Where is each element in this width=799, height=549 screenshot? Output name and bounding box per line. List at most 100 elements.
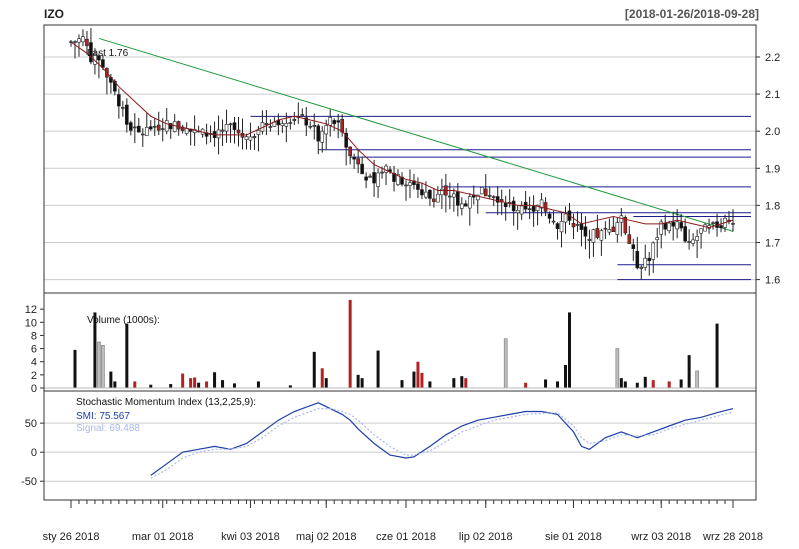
volume-bar [149, 384, 153, 388]
volume-bar [205, 381, 209, 388]
candle-body [312, 125, 317, 127]
candle-body [515, 210, 520, 214]
candle-body [332, 120, 337, 125]
candle-body [651, 242, 656, 260]
candle-body [420, 189, 424, 196]
candle-body [352, 156, 356, 160]
trendline [98, 37, 734, 232]
candle-body [623, 216, 628, 234]
candle-body [711, 222, 715, 225]
candle-body [380, 171, 384, 174]
trendline-layer [98, 37, 734, 232]
candle-body [655, 237, 660, 241]
x-tick-label: sie 01 2018 [545, 531, 602, 543]
volume-bar [715, 323, 719, 388]
candle-body [236, 129, 241, 134]
price-tick-label: 1.8 [765, 200, 780, 212]
candle-body [316, 125, 321, 142]
volume-bar [193, 377, 197, 388]
price-tick-label: 1.9 [765, 163, 780, 175]
candle-body [671, 221, 675, 227]
candle-body [475, 194, 480, 201]
volume-bar [197, 382, 201, 388]
volume-bar [695, 370, 699, 389]
volume-bar [221, 380, 225, 388]
volume-bar [376, 350, 380, 388]
candle-body [719, 225, 723, 229]
candle-body [376, 172, 380, 187]
candle-body [133, 126, 137, 129]
candle-body [639, 266, 644, 269]
candle-body [599, 230, 604, 241]
x-tick-label: wrz 28 2018 [702, 531, 763, 543]
candle-body [440, 188, 444, 196]
candle-body [679, 222, 683, 229]
last-price-label: Last 1.76 [87, 48, 129, 59]
x-tick-label: maj 02 2018 [296, 531, 357, 543]
candle-body [228, 123, 233, 126]
volume-tick-label: 12 [25, 304, 37, 316]
candle-body [304, 117, 309, 126]
candle-body [647, 257, 652, 262]
volume-tick-label: 8 [31, 330, 37, 342]
candle-body [176, 121, 181, 130]
candle-body [535, 204, 540, 211]
date-range-label: [2018-01-26/2018-09-28] [624, 7, 759, 21]
candle-body [320, 130, 325, 143]
volume-bar [101, 344, 105, 389]
candle-body [460, 203, 464, 209]
candle-body [575, 224, 580, 226]
volume-bar [73, 349, 77, 388]
candle-body [511, 200, 516, 212]
candle-body [340, 118, 344, 133]
candle-body [571, 222, 576, 228]
x-tick-label: sty 26 2018 [43, 531, 100, 543]
candle-body [101, 59, 105, 68]
candle-body [432, 198, 436, 202]
candle-body [300, 114, 305, 116]
candle-body [667, 222, 671, 232]
candle-body [360, 163, 364, 175]
candle-body [244, 136, 249, 141]
candle-body [216, 129, 221, 139]
volume-bar [635, 382, 639, 388]
candle-body [364, 176, 368, 181]
candle-body [144, 126, 149, 137]
candle-body [627, 234, 632, 244]
smi-tick-label: -50 [21, 476, 37, 488]
candle-body [531, 206, 536, 212]
candle-body [635, 250, 640, 269]
volume-bar [181, 373, 185, 388]
volume-bar [169, 384, 173, 388]
candle-body [595, 228, 600, 238]
candle-body [256, 130, 261, 135]
candle-body [416, 183, 420, 190]
volume-label: Volume (1000s): [87, 315, 160, 326]
moving-average-layer [70, 41, 734, 229]
volume-bar [97, 341, 101, 389]
candle-body [683, 226, 687, 242]
volume-bar [567, 312, 571, 388]
volume-bar [233, 383, 237, 388]
candle-body [495, 196, 500, 203]
volume-bar [687, 355, 691, 388]
candle-body [563, 213, 568, 223]
candle-body [555, 223, 560, 230]
volume-bar [93, 312, 97, 388]
volume-bar [320, 368, 324, 388]
candle-body [336, 120, 340, 123]
candle-body [583, 226, 588, 237]
volume-tick-label: 0 [31, 383, 37, 395]
x-tick-label: mar 01 2018 [132, 531, 194, 543]
candle-body [81, 36, 85, 43]
candle-body [121, 107, 125, 109]
candle-body [252, 136, 257, 139]
price-tick-label: 2.2 [765, 52, 780, 64]
price-tick-label: 1.6 [765, 275, 780, 287]
x-tick-label: lip 02 2018 [459, 531, 513, 543]
volume-bar [615, 348, 620, 389]
candle-body [268, 126, 273, 128]
oscillator-lines [150, 402, 734, 479]
candle-body [587, 238, 592, 241]
candlesticks [69, 28, 735, 280]
